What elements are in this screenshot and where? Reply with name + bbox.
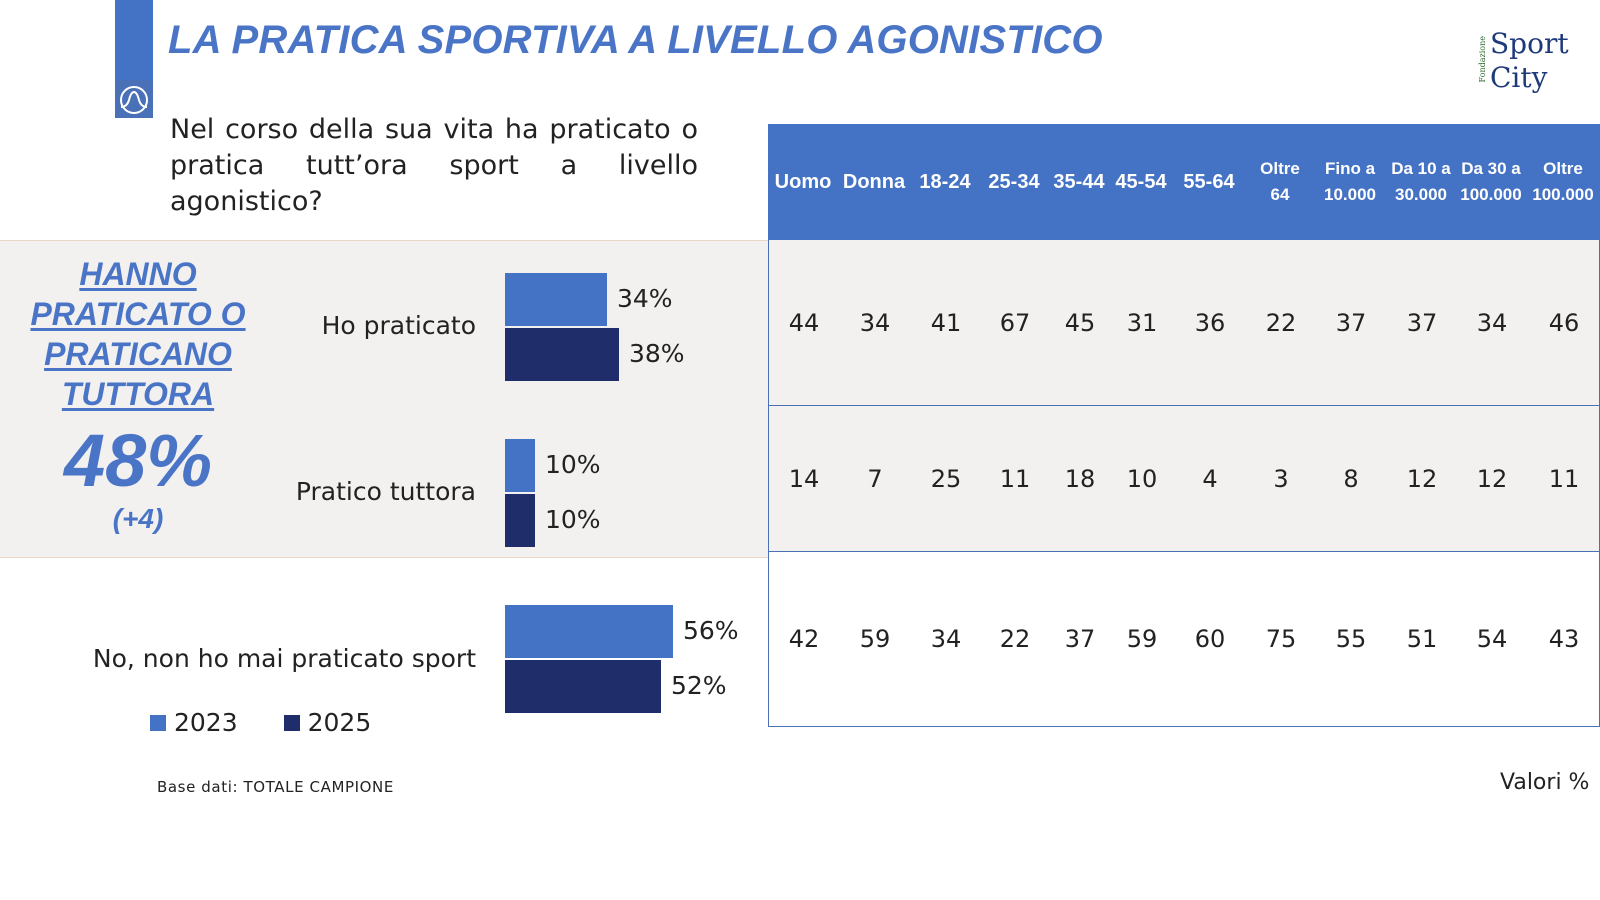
legend-swatch-2025 bbox=[283, 714, 300, 731]
table-row: 42 59 34 22 37 59 60 75 55 51 54 43 bbox=[769, 552, 1599, 725]
table-cell: 8 bbox=[1343, 464, 1359, 493]
bar-2025 bbox=[505, 328, 619, 381]
table-cell: 37 bbox=[1335, 308, 1367, 337]
column-header: 25-34 bbox=[988, 171, 1040, 193]
table-cell: 10 bbox=[1126, 464, 1158, 493]
table-body: 44 34 41 67 45 31 36 22 37 37 34 46 14 7 25 11 18 10 4 3 8 12… bbox=[768, 240, 1600, 727]
summary-delta: (+4) bbox=[112, 503, 164, 534]
table-cell: 59 bbox=[859, 624, 891, 653]
bar-value-label: 56% bbox=[683, 616, 739, 645]
bar-2023 bbox=[505, 273, 607, 326]
table-cell: 22 bbox=[999, 624, 1031, 653]
brand-small-text: Fondazione bbox=[1478, 36, 1487, 83]
chart-legend: 2023 2025 bbox=[150, 708, 417, 737]
bar-2025 bbox=[505, 660, 661, 713]
bar-2023 bbox=[505, 439, 535, 492]
bar-value-label: 52% bbox=[671, 671, 727, 700]
table-cell: 34 bbox=[930, 624, 962, 653]
table-cell: 54 bbox=[1476, 624, 1508, 653]
table-cell: 43 bbox=[1548, 624, 1580, 653]
column-header: 45-54 bbox=[1115, 171, 1167, 193]
table-cell: 75 bbox=[1265, 624, 1297, 653]
bar-2025 bbox=[505, 494, 535, 547]
table-cell: 18 bbox=[1064, 464, 1096, 493]
brand-line-2: City bbox=[1490, 61, 1548, 94]
survey-question: Nel corso della sua vita ha praticato o … bbox=[170, 114, 698, 217]
summary-label-line: TUTTORA bbox=[61, 376, 215, 412]
column-header: 18-24 bbox=[919, 171, 971, 193]
table-cell: 34 bbox=[859, 308, 891, 337]
table-cell: 11 bbox=[1548, 464, 1580, 493]
table-cell: 60 bbox=[1194, 624, 1226, 653]
footnote: Base dati: TOTALE CAMPIONE bbox=[157, 778, 394, 796]
column-header: Fino a 10.000 bbox=[1324, 159, 1376, 204]
table-cell: 12 bbox=[1406, 464, 1438, 493]
table-row: 14 7 25 11 18 10 4 3 8 12 12 11 bbox=[769, 406, 1599, 552]
table-cell: 11 bbox=[999, 464, 1031, 493]
highlight-band bbox=[0, 240, 768, 558]
table-cell: 37 bbox=[1064, 624, 1096, 653]
table-cell: 14 bbox=[788, 464, 820, 493]
table-cell: 36 bbox=[1194, 308, 1226, 337]
page-title: LA PRATICA SPORTIVA A LIVELLO AGONISTICO bbox=[168, 18, 1103, 62]
column-header: Da 30 a 100.000 bbox=[1460, 159, 1522, 204]
category-label: No, non ho mai praticato sport bbox=[92, 644, 476, 673]
unit-note: Valori % bbox=[1500, 770, 1590, 795]
summary-label-line: PRATICATO O bbox=[30, 296, 246, 332]
legend-swatch-2023 bbox=[150, 714, 166, 731]
legend-item-2025: 2025 bbox=[283, 708, 372, 737]
table-row: 44 34 41 67 45 31 36 22 37 37 34 46 bbox=[769, 240, 1599, 406]
column-header: 35-44 bbox=[1053, 171, 1105, 193]
column-header: 55-64 bbox=[1183, 171, 1235, 193]
table-cell: 4 bbox=[1202, 464, 1218, 493]
category-label: Ho praticato bbox=[321, 311, 476, 340]
summary-label-line: HANNO bbox=[79, 256, 197, 292]
column-header: Oltre 64 bbox=[1260, 159, 1300, 204]
table-cell: 31 bbox=[1126, 308, 1158, 337]
column-header: Donna bbox=[842, 171, 906, 193]
table-cell: 12 bbox=[1476, 464, 1508, 493]
table-cell: 44 bbox=[788, 308, 820, 337]
column-header: Da 10 a 30.000 bbox=[1391, 159, 1451, 204]
table-cell: 59 bbox=[1126, 624, 1158, 653]
table-cell: 55 bbox=[1335, 624, 1367, 653]
table-cell: 25 bbox=[930, 464, 962, 493]
accent-logo bbox=[115, 80, 153, 118]
table-cell: 41 bbox=[930, 308, 962, 337]
bar-chart: 34% 10% 56% 38% 10% 52% bbox=[0, 0, 739, 713]
bar-value-label: 10% bbox=[545, 505, 601, 534]
table-cell: 3 bbox=[1273, 464, 1289, 493]
table-cell: 67 bbox=[999, 308, 1031, 337]
bar-2023 bbox=[505, 605, 673, 658]
column-header: Uomo bbox=[774, 171, 832, 193]
summary-value: 48% bbox=[63, 419, 213, 502]
bar-value-label: 34% bbox=[617, 284, 673, 313]
legend-label: 2023 bbox=[174, 708, 238, 737]
legend-item-2023: 2023 bbox=[150, 708, 238, 737]
legend-label: 2025 bbox=[307, 708, 372, 737]
brand-line-1: Sport bbox=[1490, 27, 1569, 60]
table-cell: 34 bbox=[1476, 308, 1508, 337]
summary-label-line: PRATICANO bbox=[44, 336, 232, 372]
brand-logo: Fondazione Sport City bbox=[1478, 30, 1578, 102]
table-cell: 45 bbox=[1064, 308, 1096, 337]
column-header: Oltre 100.000 bbox=[1532, 159, 1594, 204]
table-cell: 7 bbox=[867, 464, 883, 493]
table-cell: 51 bbox=[1406, 624, 1438, 653]
category-label: Pratico tuttora bbox=[295, 477, 476, 506]
summary-box: HANNO PRATICATO O PRATICANO TUTTORA 48% … bbox=[18, 254, 258, 534]
breakdown-table: Uomo Donna 18-24 25-34 35-44 45-54 55-64 Oltre 6… bbox=[768, 124, 1600, 727]
bar-value-label: 38% bbox=[629, 339, 685, 368]
table-cell: 22 bbox=[1265, 308, 1297, 337]
table-cell: 42 bbox=[788, 624, 820, 653]
table-cell: 37 bbox=[1406, 308, 1438, 337]
arch-logo-icon bbox=[120, 86, 148, 114]
bar-value-label: 10% bbox=[545, 450, 601, 479]
table-cell: 46 bbox=[1548, 308, 1580, 337]
table-header: Uomo Donna 18-24 25-34 35-44 45-54 55-64 Oltre 6… bbox=[768, 124, 1600, 240]
